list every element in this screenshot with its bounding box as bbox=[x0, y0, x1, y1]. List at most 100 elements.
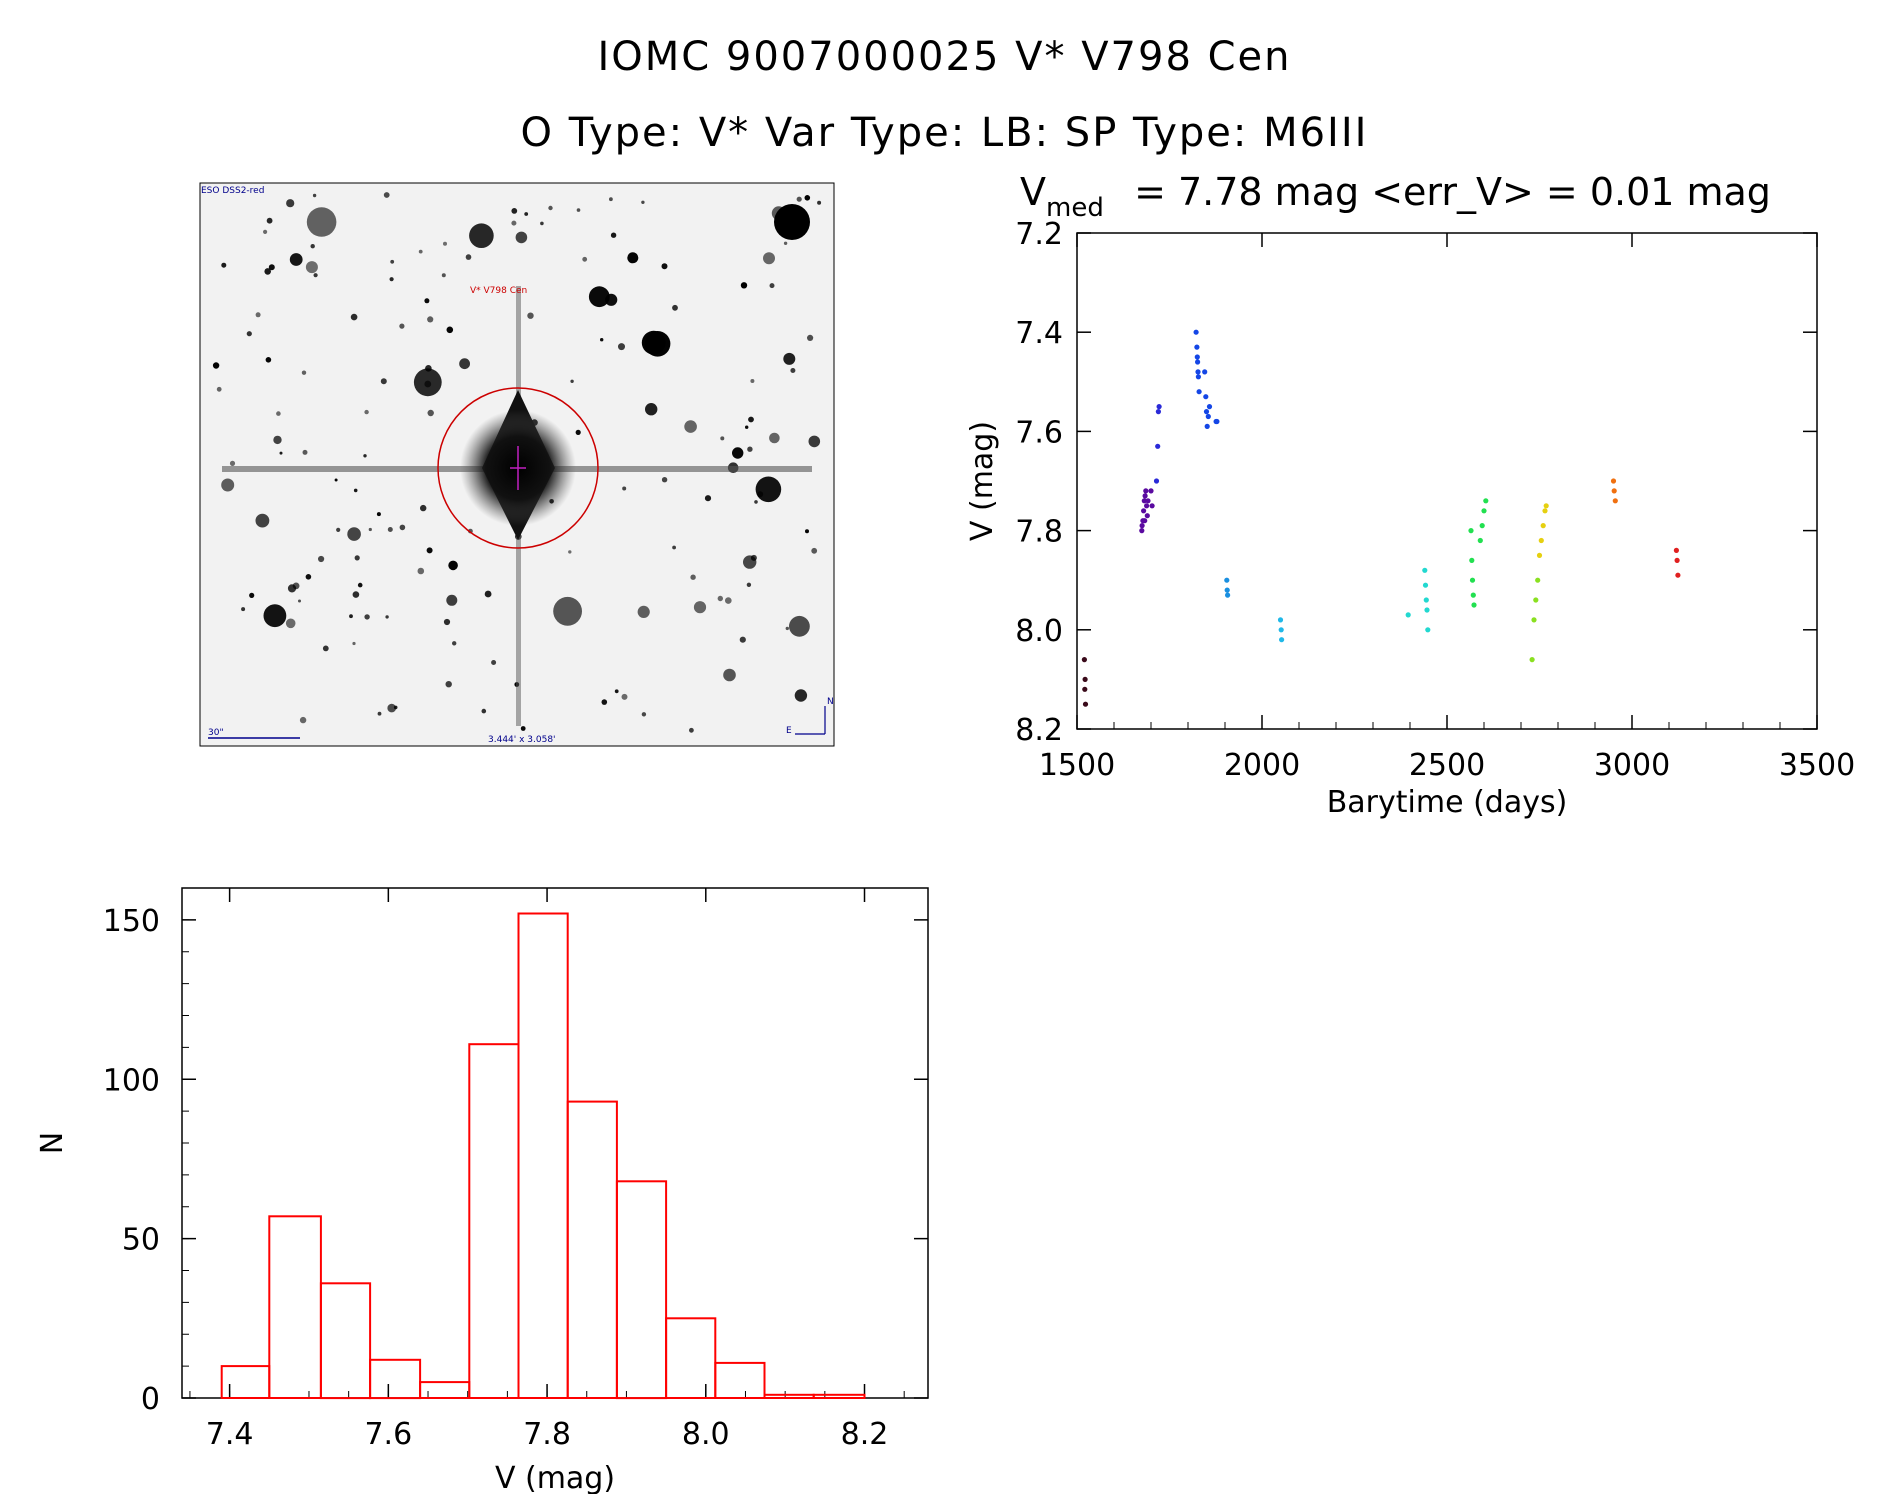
field-star bbox=[645, 403, 658, 416]
field-star bbox=[336, 527, 341, 533]
field-star bbox=[568, 550, 572, 554]
field-star bbox=[363, 454, 367, 458]
field-star bbox=[446, 594, 458, 606]
field-star bbox=[368, 527, 372, 532]
lc-point bbox=[1148, 488, 1154, 494]
hist-bar bbox=[763, 1393, 815, 1400]
field-star bbox=[790, 368, 796, 373]
field-star bbox=[380, 378, 387, 385]
field-star bbox=[783, 352, 796, 365]
lc-point bbox=[1196, 389, 1202, 395]
hist-ticks: 7.4 7.6 7.8 8.0 8.2 0 50 100 150 bbox=[103, 888, 928, 1452]
lc-x-tick-label: 3500 bbox=[1779, 748, 1855, 783]
hist-axes-frame bbox=[181, 887, 929, 1399]
field-star bbox=[750, 379, 755, 383]
hist-bar bbox=[714, 1361, 766, 1400]
field-star bbox=[390, 259, 395, 264]
field-star bbox=[318, 555, 325, 563]
field-star bbox=[273, 435, 282, 445]
lc-point bbox=[1422, 582, 1429, 588]
hist-y-tick-label: 0 bbox=[141, 1382, 160, 1417]
field-star bbox=[376, 512, 381, 517]
field-star bbox=[520, 726, 526, 731]
lc-point bbox=[1082, 701, 1089, 707]
finder-field-stars bbox=[212, 192, 822, 733]
field-star bbox=[347, 527, 361, 541]
lc-y-tick-label: 7.6 bbox=[1015, 415, 1063, 450]
field-star bbox=[289, 253, 303, 266]
field-star bbox=[352, 591, 360, 598]
field-star bbox=[443, 618, 451, 626]
field-star bbox=[452, 641, 457, 646]
lc-x-tick-label: 2000 bbox=[1224, 748, 1300, 783]
field-star bbox=[609, 197, 613, 202]
field-star bbox=[221, 262, 227, 268]
lc-x-tick-label: 3000 bbox=[1594, 748, 1670, 783]
field-star bbox=[286, 199, 295, 208]
field-star bbox=[266, 217, 273, 224]
field-star bbox=[399, 323, 405, 329]
field-star bbox=[618, 343, 625, 351]
lc-point bbox=[1224, 577, 1230, 583]
field-star bbox=[446, 326, 454, 334]
lc-point bbox=[1143, 488, 1149, 494]
lc-point bbox=[1141, 498, 1147, 504]
lc-point bbox=[1675, 572, 1681, 578]
field-star bbox=[249, 592, 255, 599]
lc-point bbox=[1533, 597, 1539, 603]
field-star bbox=[418, 249, 423, 254]
lc-point bbox=[1422, 567, 1428, 573]
field-star bbox=[349, 614, 353, 619]
field-star bbox=[641, 330, 666, 355]
chart-title-line1: IOMC 9007000025 V* V798 Cen bbox=[597, 34, 1292, 80]
field-star bbox=[805, 529, 809, 534]
lc-y-tick-label: 7.2 bbox=[1015, 217, 1063, 252]
compass: N E bbox=[786, 697, 834, 736]
lc-point bbox=[1139, 523, 1145, 529]
lc-point bbox=[1674, 557, 1680, 564]
lc-point bbox=[1142, 518, 1148, 524]
field-star bbox=[216, 386, 222, 392]
hist-x-tick-label: 8.0 bbox=[682, 1417, 730, 1452]
fov-label: 3.444' x 3.058' bbox=[488, 735, 556, 745]
field-star bbox=[637, 605, 650, 619]
lc-point bbox=[1205, 413, 1211, 420]
field-star bbox=[279, 451, 283, 455]
field-star bbox=[469, 223, 494, 248]
hist-bar bbox=[268, 1215, 322, 1400]
field-star bbox=[807, 334, 814, 341]
lc-axes-frame bbox=[1076, 232, 1818, 730]
field-star bbox=[548, 205, 553, 211]
field-star bbox=[383, 192, 390, 198]
field-star bbox=[387, 527, 393, 532]
field-star bbox=[739, 636, 746, 643]
lc-point bbox=[1225, 592, 1231, 598]
lc-y-axis-label: V (mag) bbox=[965, 421, 1000, 541]
lc-point bbox=[1082, 686, 1088, 692]
field-star bbox=[424, 298, 430, 304]
field-star bbox=[796, 196, 802, 202]
field-star bbox=[540, 221, 544, 226]
lc-point bbox=[1531, 617, 1537, 623]
field-star bbox=[754, 500, 758, 504]
field-star bbox=[588, 286, 610, 308]
hist-y-tick-label: 100 bbox=[103, 1063, 160, 1098]
field-star bbox=[627, 252, 639, 264]
lc-y-tick-label: 8.2 bbox=[1015, 713, 1063, 748]
finder-chart-image: ESO DSS2-red V* V798 Cen 30" 3.444' x 3.… bbox=[199, 182, 835, 747]
chart-title-line2: O Type: V* Var Type: LB: SP Type: M6III bbox=[520, 110, 1369, 156]
field-star bbox=[783, 241, 788, 245]
field-star bbox=[352, 641, 356, 646]
field-star bbox=[387, 703, 397, 713]
lc-point bbox=[1142, 493, 1148, 499]
lc-x-axis-label: Barytime (days) bbox=[1327, 785, 1568, 820]
lc-point bbox=[1542, 508, 1548, 514]
lc-point bbox=[1479, 523, 1485, 529]
field-star bbox=[817, 200, 822, 205]
lc-point bbox=[1535, 577, 1541, 583]
field-star bbox=[491, 660, 497, 665]
hist-bar bbox=[812, 1393, 866, 1400]
lc-point bbox=[1145, 498, 1151, 504]
lc-point bbox=[1195, 359, 1201, 365]
field-star bbox=[276, 411, 281, 416]
